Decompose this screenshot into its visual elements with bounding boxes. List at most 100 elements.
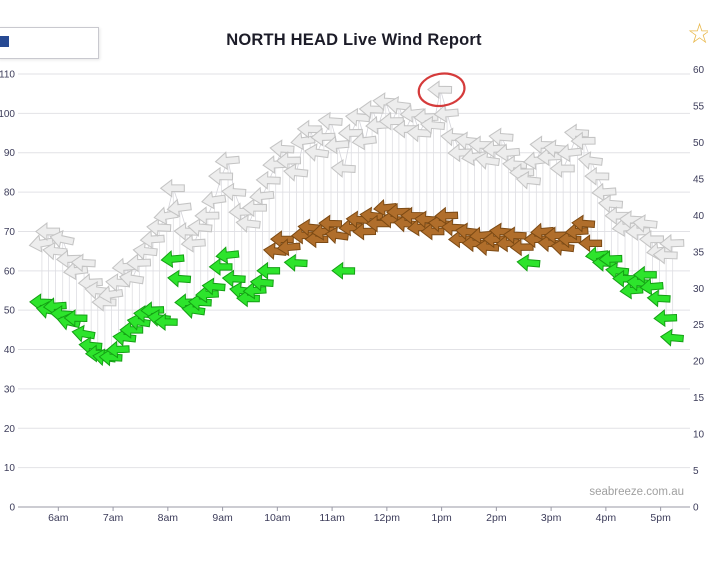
wind-arrow-gust	[180, 233, 206, 253]
wind-arrow-gust	[35, 222, 61, 241]
wind-arrow-avg	[105, 340, 130, 359]
wind-arrow-gust	[269, 139, 295, 159]
wind-arrow-gust	[70, 253, 96, 273]
wind-arrow-avg	[598, 250, 623, 269]
wind-arrow-avg	[194, 285, 219, 304]
wind-arrow-gust	[652, 245, 678, 265]
x-tick-label: 9am	[212, 512, 233, 524]
watermark: seabreeze.com.au	[589, 486, 684, 498]
y-tick-label-right: 55	[693, 102, 705, 113]
wind-arrow-gust	[474, 151, 501, 170]
wind-arrow-gust	[324, 135, 350, 155]
wind-arrow-avg	[393, 214, 418, 233]
wind-arrow-avg	[160, 250, 185, 269]
wind-arrow-avg	[290, 226, 315, 245]
wind-arrow-avg	[338, 218, 363, 237]
wind-arrow-gust	[447, 143, 473, 163]
wind-arrow-avg	[215, 246, 240, 265]
wind-arrow-gust	[194, 206, 220, 226]
wind-arrow-gust	[378, 111, 404, 131]
wind-arrow-gust	[638, 229, 664, 249]
wind-arrow-gust	[494, 143, 521, 163]
wind-arrow-avg	[502, 226, 527, 245]
wind-arrow-gust	[303, 143, 330, 162]
y-tick-label-left: 0	[9, 503, 15, 514]
wind-arrow-gust	[392, 119, 418, 139]
wind-arrow-gust	[570, 131, 596, 151]
wind-arrow-avg	[632, 265, 657, 284]
wind-arrow-gust	[419, 115, 446, 135]
wind-arrow-gust	[255, 170, 281, 190]
wind-arrow-gust	[166, 198, 192, 218]
wind-arrow-gust	[604, 206, 630, 226]
y-tick-label-left: 70	[4, 227, 16, 238]
x-tick-label: 2pm	[486, 512, 507, 524]
wind-arrow-gust	[201, 190, 227, 210]
wind-arrow-avg	[283, 253, 308, 272]
wind-arrow-gust	[529, 135, 555, 155]
wind-arrow-gust	[440, 127, 466, 147]
y-tick-label-left: 110	[0, 70, 15, 81]
wind-arrow-gust	[139, 229, 165, 249]
wind-arrow-avg	[318, 214, 343, 233]
wind-arrow-gust	[385, 95, 411, 115]
wind-arrow-gust	[618, 210, 644, 229]
wind-arrow-gust	[125, 253, 152, 273]
y-tick-label-left: 30	[4, 384, 16, 395]
wind-arrow-avg	[612, 269, 637, 288]
wind-arrow-avg	[455, 222, 480, 241]
y-tick-label-left: 100	[0, 109, 15, 120]
wind-arrow-avg	[571, 214, 596, 233]
x-tick-label: 8am	[158, 512, 179, 524]
wind-arrow-avg	[653, 309, 678, 328]
wind-arrow-avg	[400, 206, 425, 225]
wind-arrow-avg	[297, 218, 322, 237]
wind-arrow-avg	[659, 328, 684, 347]
y-tick-label-right: 5	[693, 466, 699, 477]
wind-arrow-gust	[159, 178, 185, 198]
wind-arrow-gust	[208, 166, 234, 186]
y-tick-label-right: 20	[693, 357, 705, 368]
wind-arrow-gust	[91, 292, 117, 312]
y-tick-label-right: 60	[693, 65, 705, 76]
wind-arrow-avg	[537, 234, 562, 253]
wind-arrow-avg	[201, 277, 226, 296]
wind-arrow-avg	[440, 218, 465, 237]
wind-arrow-gust	[249, 186, 275, 206]
favourite-star-icon[interactable]: ☆	[687, 18, 708, 49]
wind-arrow-gust	[488, 127, 514, 147]
x-tick-label: 5pm	[650, 512, 671, 524]
wind-arrow-avg	[78, 336, 103, 355]
wind-arrow-avg	[304, 230, 329, 249]
wind-arrow-gust	[659, 233, 685, 253]
wind-arrow-avg	[605, 261, 630, 280]
x-tick-label: 1pm	[431, 512, 452, 524]
wind-arrow-avg	[495, 234, 520, 253]
wind-arrow-avg	[434, 206, 459, 225]
wind-arrow-avg	[221, 269, 246, 288]
wind-arrow-avg	[167, 269, 192, 288]
x-tick-label: 4pm	[596, 512, 617, 524]
wind-arrow-avg	[564, 222, 589, 241]
wind-arrow-avg	[420, 222, 445, 241]
wind-arrow-gust	[591, 182, 617, 202]
wind-arrow-avg	[530, 222, 555, 241]
wind-arrow-avg	[625, 273, 650, 292]
wind-arrow-avg	[468, 226, 493, 245]
x-tick-label: 7am	[103, 512, 124, 524]
wind-arrow-gust	[556, 143, 583, 163]
corner-popup-fragment	[0, 27, 99, 59]
wind-arrow-avg	[447, 230, 472, 249]
wind-arrow-gust	[584, 166, 610, 186]
wind-arrow-avg	[619, 281, 644, 300]
wind-arrow-avg	[646, 289, 671, 308]
y-tick-label-right: 30	[693, 284, 705, 295]
wind-arrow-gust	[310, 127, 336, 147]
wind-arrow-gust	[132, 241, 158, 261]
wind-arrow-avg	[406, 218, 431, 237]
wind-arrow-gust	[563, 123, 590, 143]
x-tick-label: 11am	[319, 512, 345, 524]
wind-arrow-avg	[639, 277, 664, 296]
